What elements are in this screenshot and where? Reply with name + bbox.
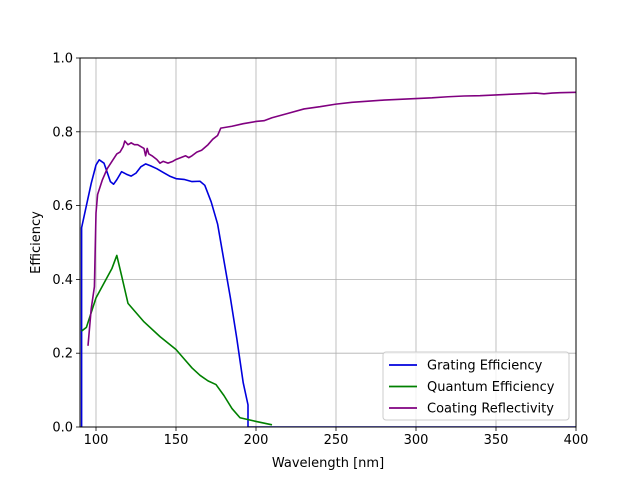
grating-efficiency-line [80,159,576,427]
x-tick-label: 250 [324,433,349,448]
legend-label-coating-reflectivity: Coating Reflectivity [427,402,554,417]
x-tick-label: 100 [84,433,109,448]
x-axis-ticks: 100 150 200 250 300 350 400 [84,427,589,448]
x-tick-label: 300 [404,433,429,448]
legend-label-grating-efficiency: Grating Efficiency [427,359,543,374]
coating-reflectivity-line [87,91,576,346]
y-tick-label: 0.2 [52,347,73,362]
y-tick-label: 0.8 [52,125,73,140]
y-axis-ticks: 0.0 0.2 0.4 0.6 0.8 1.0 [52,52,80,436]
x-tick-label: 200 [244,433,269,448]
legend-label-quantum-efficiency: Quantum Efficiency [427,380,555,395]
x-tick-label: 350 [484,433,509,448]
plot-frame [79,57,577,428]
y-axis-label: Efficiency [29,211,44,274]
y-tick-label: 0.0 [52,421,73,436]
y-tick-label: 1.0 [52,52,73,67]
legend-box [382,351,570,421]
quantum-efficiency-line [81,254,273,426]
x-axis-label: Wavelength [nm] [272,456,384,471]
y-tick-label: 0.4 [52,273,73,288]
y-tick-label: 0.6 [52,199,73,214]
series-lines [80,91,576,427]
legend: Grating Efficiency Quantum Efficiency Coat… [382,351,570,421]
x-tick-label: 400 [564,433,589,448]
x-tick-label: 150 [164,433,189,448]
